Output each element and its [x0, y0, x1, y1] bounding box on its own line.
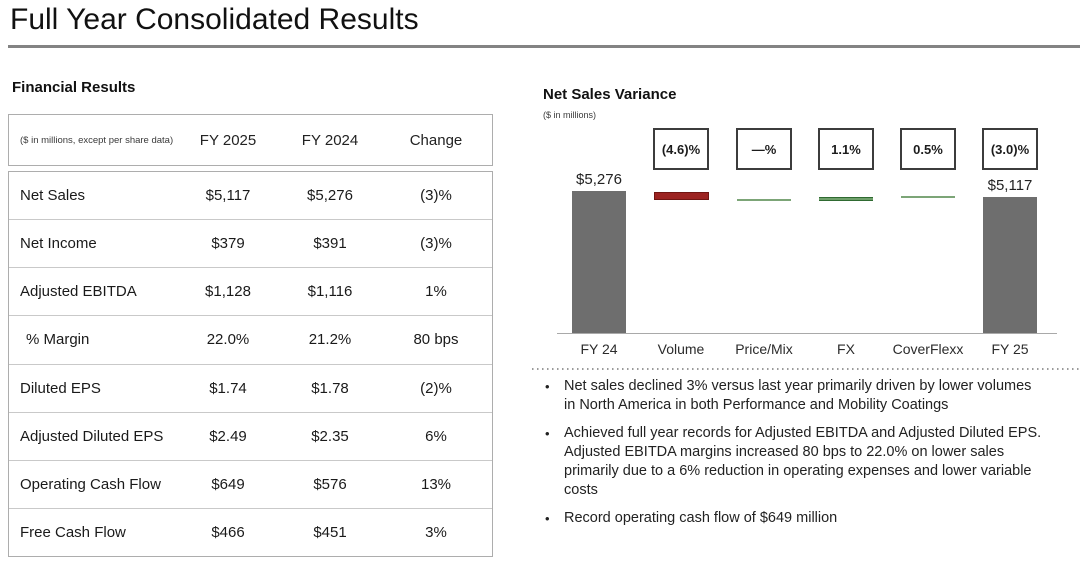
dotted-divider — [532, 368, 1080, 370]
financial-results-heading: Financial Results — [12, 79, 136, 96]
row-label: Net Income — [20, 235, 97, 253]
cell-fy2025: 22.0% — [206, 331, 250, 349]
bullet-text: Net sales declined 3% versus last year p… — [564, 378, 1032, 413]
bar-fy-24 — [572, 191, 626, 333]
cell-fy2024: $576 — [313, 475, 347, 493]
variance-percent-box: —% — [736, 128, 792, 170]
bullet-dot-icon: • — [545, 426, 550, 441]
cell-fy2025: $466 — [211, 523, 245, 541]
financial-results-table: Net Sales $5,117 $5,276 (3)% Net Income $379 $… — [8, 171, 493, 557]
variance-percent-box: 1.1% — [818, 128, 874, 170]
table-row: Operating Cash Flow $649 $576 13% — [9, 459, 492, 508]
category-label: CoverFlexx — [892, 341, 964, 357]
cell-change: 1% — [425, 283, 447, 301]
bar-value-label: $5,117 — [987, 177, 1033, 194]
cell-fy2024: 21.2% — [308, 331, 352, 349]
cell-fy2024: $1,116 — [307, 283, 353, 301]
bar-fy-25 — [983, 197, 1037, 333]
cell-change: (2)% — [420, 379, 452, 397]
cell-fy2024: $2.35 — [311, 427, 349, 445]
variance-percent-box: 0.5% — [900, 128, 956, 170]
bullet-dot-icon: • — [545, 379, 550, 394]
cell-fy2025: $379 — [211, 235, 245, 253]
bullet-text: Achieved full year records for Adjusted … — [564, 425, 1042, 498]
category-label: FY 25 — [991, 341, 1029, 357]
title-divider — [8, 45, 1080, 48]
table-row: Adjusted Diluted EPS $2.49 $2.35 6% — [9, 411, 492, 460]
chart-unit-note: ($ in millions) — [543, 110, 597, 120]
net-sales-variance-heading: Net Sales Variance — [543, 86, 677, 103]
cell-fy2025: $5,117 — [205, 187, 251, 205]
category-label: Volume — [657, 341, 705, 357]
bullet-item: • Achieved full year records for Adjusted… — [538, 424, 1046, 500]
cell-change: (3)% — [420, 235, 452, 253]
column-header-fy2025: FY 2025 — [199, 131, 257, 149]
column-header-fy2024: FY 2024 — [301, 131, 359, 149]
table-row: % Margin 22.0% 21.2% 80 bps — [9, 315, 492, 363]
row-label: Operating Cash Flow — [20, 475, 161, 493]
table-row: Free Cash Flow $466 $451 3% — [9, 507, 492, 556]
row-label: Diluted EPS — [20, 379, 101, 397]
cell-fy2025: $1.74 — [209, 379, 247, 397]
cell-fy2025: $1,128 — [205, 283, 251, 301]
cell-fy2025: $2.49 — [209, 427, 247, 445]
bullet-list: • Net sales declined 3% versus last year … — [538, 377, 1046, 537]
variance-percent-box: (3.0)% — [982, 128, 1038, 170]
table-header-row: ($ in millions, except per share data) F… — [8, 114, 493, 166]
cell-fy2024: $5,276 — [307, 187, 353, 205]
bar-fx — [819, 197, 873, 201]
bullet-text: Record operating cash flow of $649 milli… — [564, 510, 838, 526]
cell-change: 80 bps — [413, 331, 459, 349]
bullet-item: • Record operating cash flow of $649 mill… — [538, 509, 1046, 528]
x-axis-line — [557, 333, 1057, 334]
category-label: FY 24 — [580, 341, 618, 357]
bar-coverflexx — [901, 196, 955, 198]
row-label: Free Cash Flow — [20, 523, 126, 541]
cell-change: 6% — [425, 427, 447, 445]
bullet-dot-icon: • — [545, 511, 550, 526]
column-header-change: Change — [409, 131, 463, 149]
category-label: FX — [837, 341, 855, 357]
table-row: Net Income $379 $391 (3)% — [9, 219, 492, 267]
row-label: Net Sales — [20, 187, 86, 205]
table-unit-note: ($ in millions, except per share data) — [20, 134, 174, 146]
table-row: Diluted EPS $1.74 $1.78 (2)% — [9, 363, 492, 412]
cell-change: 3% — [425, 523, 447, 541]
row-label: Adjusted Diluted EPS — [20, 427, 164, 445]
category-label: Price/Mix — [735, 341, 793, 357]
table-row: Adjusted EBITDA $1,128 $1,116 1% — [9, 267, 492, 315]
bar-volume — [653, 192, 709, 200]
bullet-item: • Net sales declined 3% versus last year … — [538, 377, 1046, 415]
table-row: Net Sales $5,117 $5,276 (3)% — [9, 172, 492, 219]
bar-value-label: $5,276 — [576, 171, 622, 188]
cell-fy2024: $451 — [313, 523, 347, 541]
cell-fy2024: $1.78 — [311, 379, 349, 397]
variance-percent-box: (4.6)% — [653, 128, 709, 170]
cell-fy2025: $649 — [211, 475, 245, 493]
cell-change: (3)% — [420, 187, 452, 205]
page-title: Full Year Consolidated Results — [10, 3, 419, 36]
row-label: % Margin — [26, 331, 90, 349]
cell-change: 13% — [420, 475, 452, 493]
row-label: Adjusted EBITDA — [20, 283, 137, 301]
variance-chart: $5,276 FY 24 (4.6)% Volume —% Price/Mix 1.1% FX… — [540, 85, 1080, 365]
cell-fy2024: $391 — [313, 235, 347, 253]
bar-price-mix — [737, 199, 791, 201]
